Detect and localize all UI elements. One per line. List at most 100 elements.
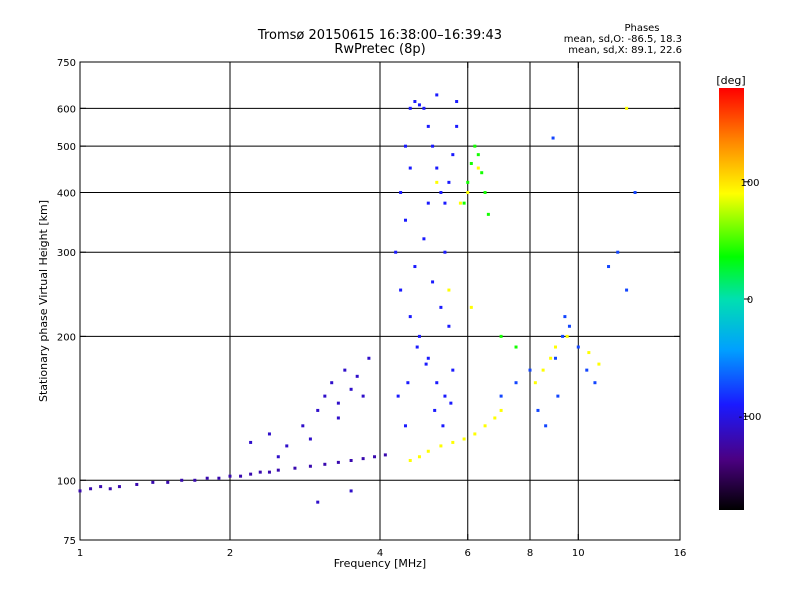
data-point <box>565 334 569 338</box>
data-point <box>417 455 421 459</box>
data-point <box>394 250 398 254</box>
data-point <box>466 180 470 184</box>
x-axis-label: Frequency [MHz] <box>334 557 426 570</box>
data-point <box>403 218 407 222</box>
data-point <box>443 250 447 254</box>
x-tick-label: 1 <box>77 548 83 559</box>
colorbar-tick-label: 0 <box>747 295 753 306</box>
y-tick-label: 500 <box>57 142 76 153</box>
data-point <box>408 458 412 462</box>
x-tick-label: 2 <box>227 548 233 559</box>
data-point <box>483 424 487 428</box>
data-point <box>361 457 365 461</box>
data-point <box>403 424 407 428</box>
data-point <box>301 424 305 428</box>
data-point <box>417 103 421 107</box>
data-point <box>616 250 620 254</box>
data-point <box>323 462 327 466</box>
data-point <box>514 345 518 349</box>
data-point <box>447 180 451 184</box>
x-tick-label: 8 <box>527 548 533 559</box>
data-point <box>551 136 555 140</box>
data-point <box>462 437 466 441</box>
data-point <box>556 394 560 398</box>
data-point <box>336 401 340 405</box>
data-point <box>336 460 340 464</box>
data-point <box>349 489 353 493</box>
data-point <box>433 408 437 412</box>
y-tick-label: 600 <box>57 104 76 115</box>
data-point <box>99 485 103 489</box>
data-point <box>576 345 580 349</box>
data-point <box>473 432 477 436</box>
chart-subtitle: RwPretec (8p) <box>334 42 425 57</box>
data-point <box>413 100 417 104</box>
data-point <box>217 476 221 480</box>
data-point <box>267 432 271 436</box>
data-point <box>458 201 462 205</box>
data-point <box>408 106 412 110</box>
data-point <box>587 351 591 355</box>
data-point <box>228 474 232 478</box>
data-point <box>239 474 243 478</box>
data-point <box>451 440 455 444</box>
data-point <box>441 424 445 428</box>
data-point <box>443 201 447 205</box>
data-point <box>308 437 312 441</box>
data-point <box>499 394 503 398</box>
data-point <box>455 100 459 104</box>
data-point <box>447 288 451 292</box>
data-point <box>541 368 545 372</box>
data-point <box>544 424 548 428</box>
data-point <box>396 394 400 398</box>
data-point <box>449 401 453 405</box>
y-axis-label: Stationary phase Virtual Height [km] <box>37 200 50 402</box>
data-point <box>439 305 443 309</box>
data-point <box>258 470 262 474</box>
data-point <box>553 345 557 349</box>
data-point <box>373 455 377 459</box>
data-point <box>399 190 403 194</box>
data-point <box>469 161 473 165</box>
data-point <box>293 466 297 470</box>
y-tick-label: 400 <box>57 188 76 199</box>
colorbar-ticks: 100 0 -100 <box>739 178 762 423</box>
data-point <box>323 394 327 398</box>
data-point <box>476 166 480 170</box>
x-tick-label: 16 <box>674 548 687 559</box>
data-point <box>417 334 421 338</box>
data-point <box>166 480 170 484</box>
data-point <box>403 144 407 148</box>
data-point <box>633 190 637 194</box>
data-point <box>431 280 435 284</box>
data-point <box>493 416 497 420</box>
data-point <box>597 362 601 366</box>
data-point <box>483 190 487 194</box>
phase-stats-o: mean, sd,O: -86.5, 18.3 <box>564 34 682 45</box>
data-point <box>499 334 503 338</box>
data-point <box>408 166 412 170</box>
x-tick-label: 4 <box>377 548 383 559</box>
data-point <box>476 153 480 157</box>
data-point <box>78 489 82 493</box>
data-point <box>462 201 466 205</box>
grid-lines <box>80 62 680 540</box>
data-point <box>466 190 470 194</box>
data-point <box>267 470 271 474</box>
data-point <box>426 201 430 205</box>
x-tick-label: 6 <box>465 548 471 559</box>
scatter-points <box>78 93 637 504</box>
data-point <box>367 356 371 360</box>
x-tick-label: 10 <box>572 548 585 559</box>
colorbar-tick-label: -100 <box>739 412 762 423</box>
data-point <box>355 374 359 378</box>
data-point <box>276 455 280 459</box>
data-point <box>625 288 629 292</box>
data-point <box>343 368 347 372</box>
data-point <box>528 368 532 372</box>
data-point <box>443 394 447 398</box>
axis-ticks: 1 2 4 6 8 10 16 75 100 200 300 400 500 600 750 <box>57 58 686 559</box>
data-point <box>336 416 340 420</box>
data-point <box>469 305 473 309</box>
